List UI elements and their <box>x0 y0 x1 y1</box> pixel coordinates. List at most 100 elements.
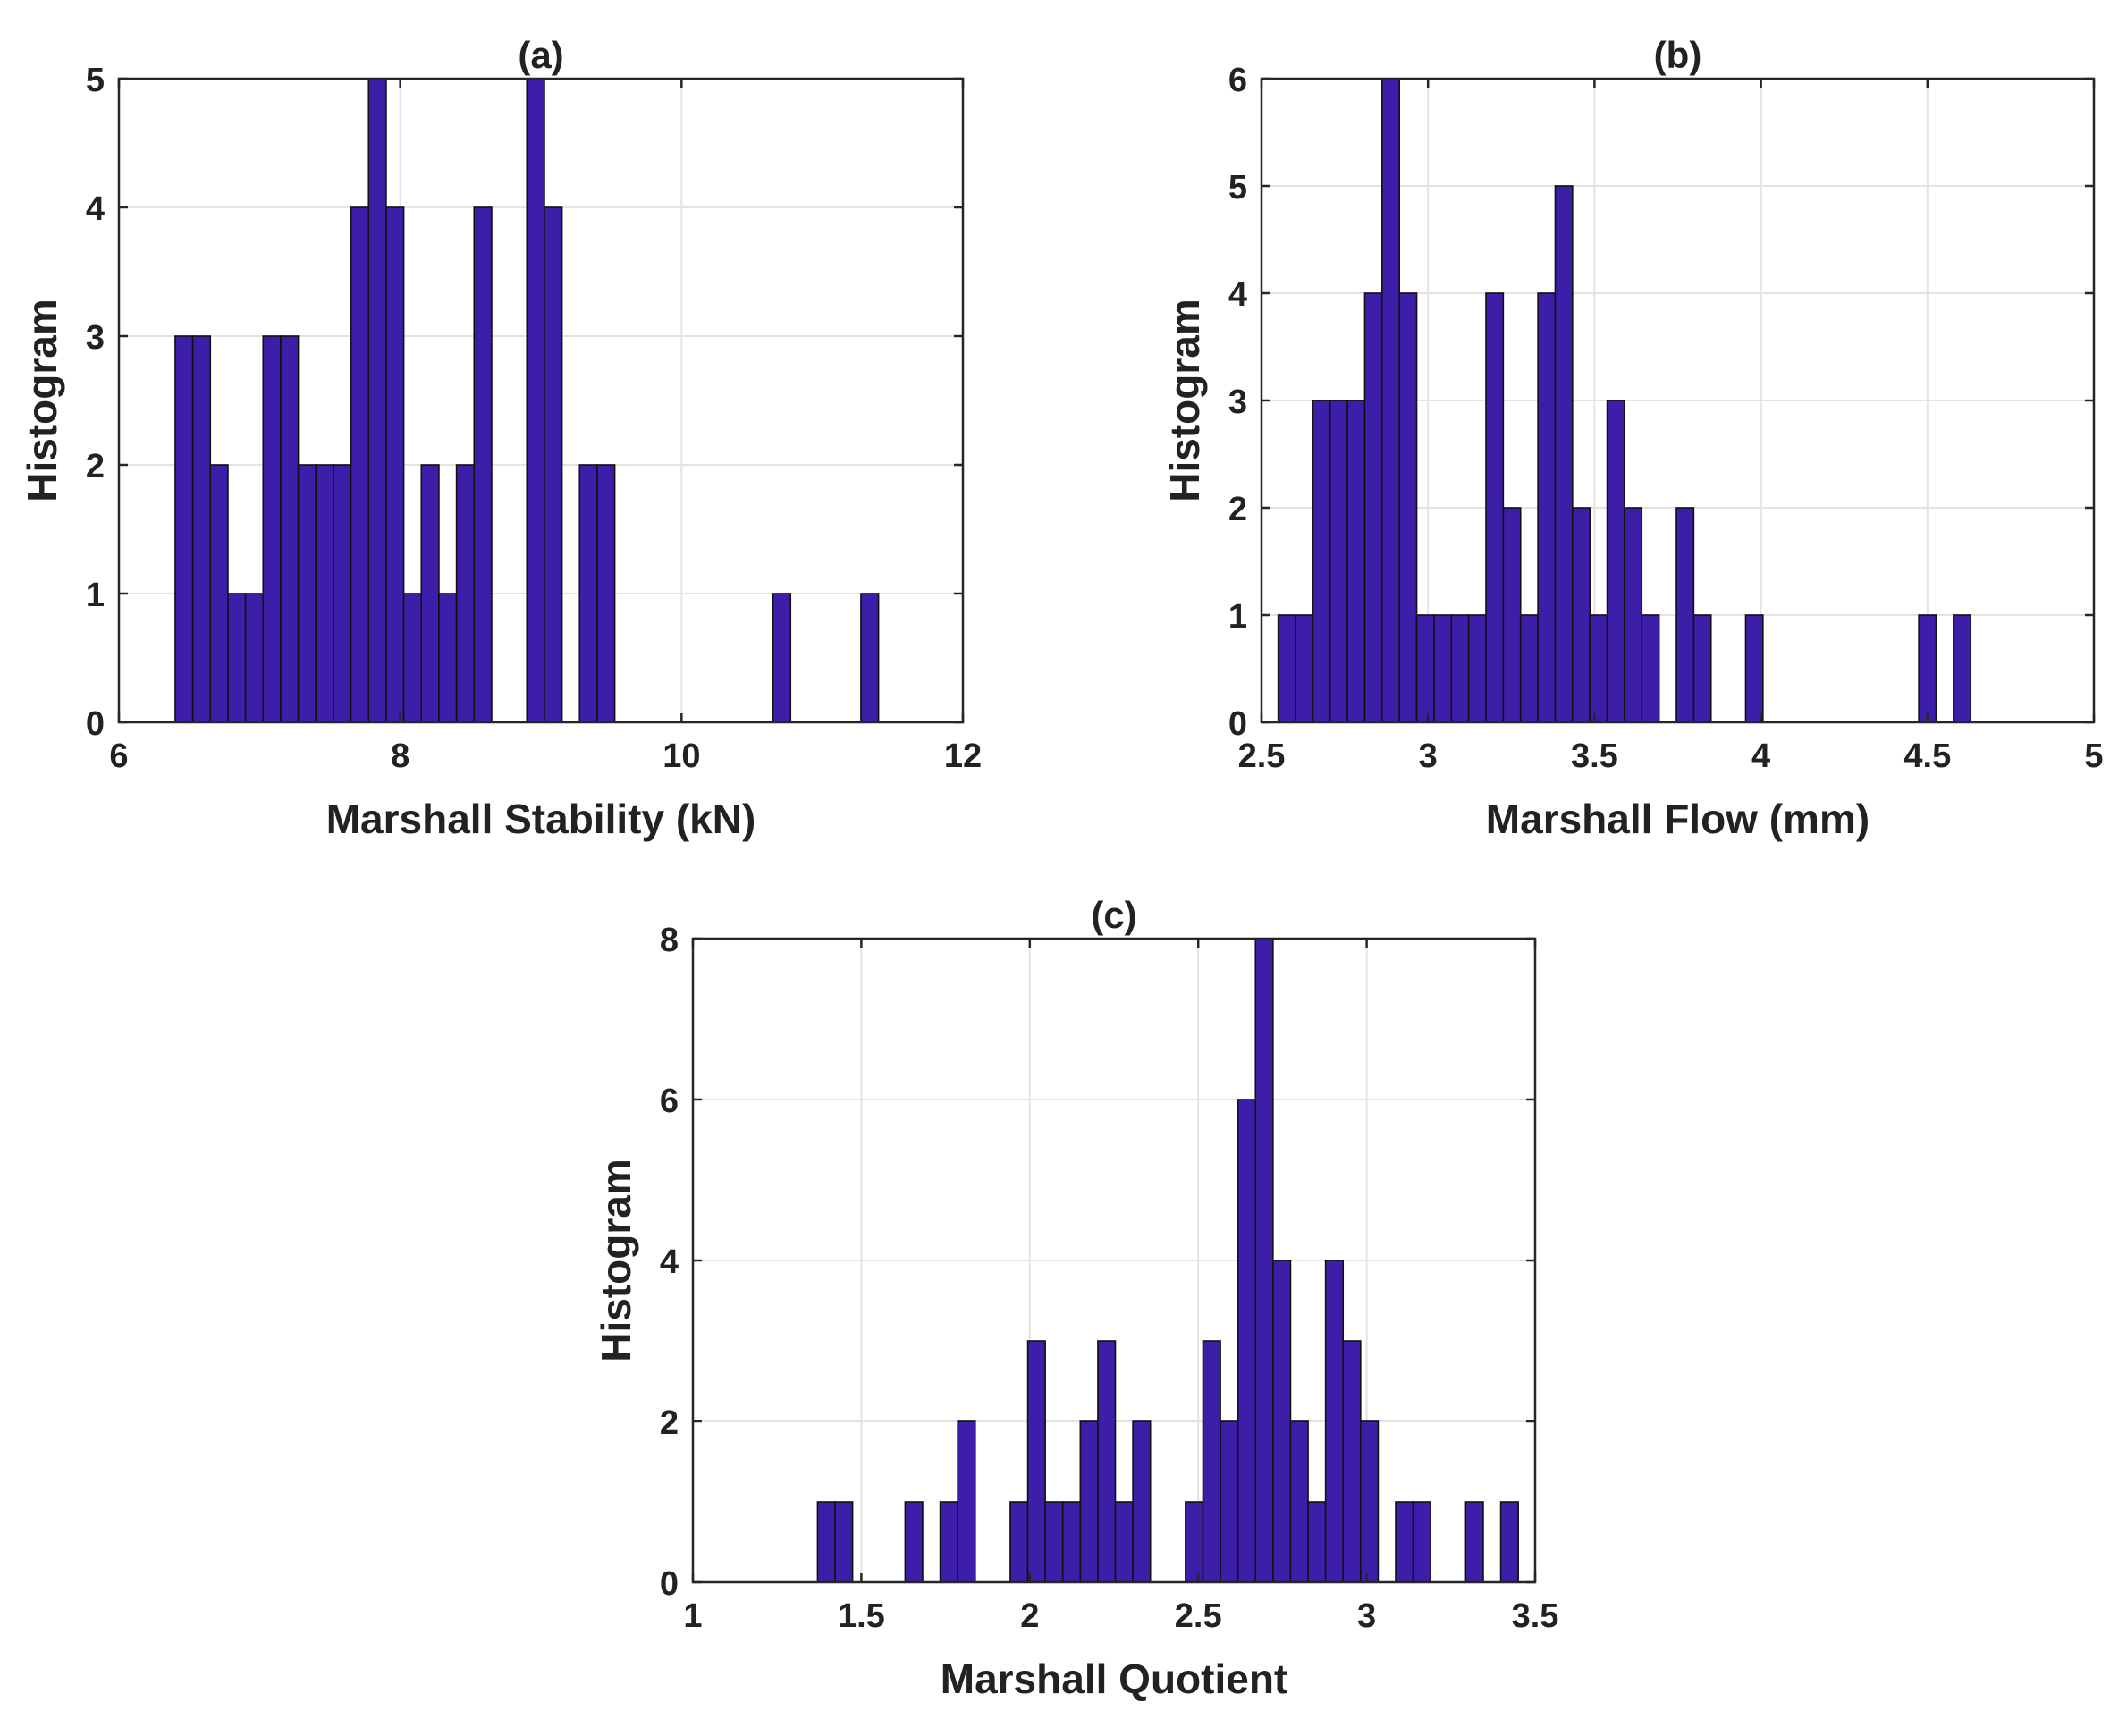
histogram-bar-a <box>227 593 247 723</box>
axes-frame-a <box>117 77 965 724</box>
y-axis-label-b: Histogram <box>1161 299 1208 501</box>
histogram-bar-a <box>174 335 194 723</box>
y-tick-label-a: 3 <box>86 319 105 357</box>
histogram-bar-c <box>1079 1420 1099 1583</box>
histogram-bar-c <box>1061 1501 1082 1583</box>
histogram-bar-c <box>1026 1340 1046 1583</box>
histogram-bar-c <box>816 1501 836 1583</box>
histogram-bar-a <box>402 593 423 723</box>
y-axis-label-a: Histogram <box>19 299 65 501</box>
x-tick-label-a: 10 <box>663 737 700 775</box>
y-tick-label-b: 5 <box>1228 169 1247 206</box>
x-axis-label-b: Marshall Flow (mm) <box>1486 796 1870 842</box>
histogram-bar-a <box>772 593 792 723</box>
histogram-bar-c <box>834 1501 854 1583</box>
histogram-bar-a <box>526 78 545 723</box>
histogram-bar-c <box>1114 1501 1134 1583</box>
histogram-bar-a <box>350 206 370 723</box>
histogram-bar-c <box>1342 1340 1362 1583</box>
histogram-bar-a <box>544 206 563 723</box>
y-tick-label-a: 5 <box>86 62 105 99</box>
y-tick-label-b: 3 <box>1228 383 1247 421</box>
histogram-bar-c <box>904 1501 924 1583</box>
histogram-bar-a <box>244 593 265 723</box>
histogram-bar-c <box>1324 1260 1345 1583</box>
histogram-bar-a <box>191 335 212 723</box>
y-tick-label-c: 2 <box>660 1404 679 1442</box>
y-tick-label-c: 0 <box>660 1565 679 1603</box>
histogram-bar-b <box>1467 614 1487 723</box>
x-tick-label-c: 1.5 <box>838 1597 885 1635</box>
histogram-bar-a <box>578 464 598 723</box>
histogram-bar-c <box>1044 1501 1064 1583</box>
y-tick-label-a: 4 <box>86 190 105 228</box>
histogram-bar-b <box>1329 400 1348 723</box>
chart-title-b: (b) <box>1654 34 1702 76</box>
y-tick-label-b: 1 <box>1228 598 1247 636</box>
histogram-bar-c <box>1360 1420 1380 1583</box>
histogram-bar-c <box>1097 1340 1117 1583</box>
histogram-bar-a <box>209 464 229 723</box>
histogram-bar-c <box>957 1420 976 1583</box>
histogram-bar-b <box>1554 185 1574 723</box>
x-tick-label-c: 3.5 <box>1512 1597 1559 1635</box>
histogram-bar-a <box>280 335 300 723</box>
y-tick-label-a: 2 <box>86 448 105 485</box>
y-tick-label-a: 0 <box>86 705 105 743</box>
histogram-bar-b <box>1519 614 1539 723</box>
x-tick-label-a: 6 <box>109 737 128 775</box>
histogram-bar-a <box>333 464 352 723</box>
y-tick-label-b: 2 <box>1228 491 1247 528</box>
chart-title-c: (c) <box>1091 894 1136 936</box>
histogram-bar-b <box>1398 292 1418 723</box>
histogram-bar-a <box>420 464 440 723</box>
y-tick-label-b: 4 <box>1228 276 1247 314</box>
y-tick-label-a: 1 <box>86 577 105 614</box>
histogram-bar-a <box>860 593 880 723</box>
histogram-bar-a <box>297 464 317 723</box>
histogram-bar-a <box>315 464 334 723</box>
histogram-bar-c <box>1009 1501 1029 1583</box>
histogram-bar-c <box>1185 1501 1204 1583</box>
histogram-bar-c <box>1254 938 1274 1583</box>
x-tick-label-c: 2 <box>1020 1597 1039 1635</box>
histogram-bar-b <box>1363 292 1383 723</box>
x-axis-label-a: Marshall Stability (kN) <box>326 796 756 842</box>
histogram-bar-b <box>1381 78 1400 723</box>
histogram-bar-a <box>473 206 493 723</box>
x-tick-label-c: 3 <box>1357 1597 1376 1635</box>
x-tick-label-b: 3 <box>1419 737 1438 775</box>
histogram-bar-b <box>1312 400 1331 723</box>
y-tick-label-b: 6 <box>1228 62 1247 99</box>
histogram-bar-b <box>1918 614 1937 723</box>
histogram-bar-c <box>1202 1340 1221 1583</box>
histogram-bar-c <box>939 1501 958 1583</box>
histogram-bar-a <box>385 206 405 723</box>
x-tick-label-b: 3.5 <box>1571 737 1618 775</box>
histogram-bar-b <box>1692 614 1712 723</box>
histogram-bar-b <box>1502 507 1522 723</box>
x-tick-label-b: 5 <box>2084 737 2103 775</box>
histogram-bar-b <box>1485 292 1505 723</box>
histogram-bar-c <box>1289 1420 1309 1583</box>
y-tick-label-c: 4 <box>660 1243 679 1281</box>
histogram-bar-b <box>1572 507 1591 723</box>
histogram-bar-c <box>1307 1501 1327 1583</box>
histogram-bar-a <box>455 464 476 723</box>
x-tick-label-c: 1 <box>683 1597 702 1635</box>
x-tick-label-a: 12 <box>944 737 982 775</box>
histogram-bar-b <box>1537 292 1557 723</box>
histogram-bar-b <box>1675 507 1695 723</box>
panel-b: 2.5 3 3.5 4 4.5 5 0 1 2 3 4 5 6 (b) Marshall Flow (mm)… <box>1161 34 2104 842</box>
x-axis-label-c: Marshall Quotient <box>941 1656 1287 1702</box>
histogram-bar-b <box>1606 400 1625 723</box>
histogram-bar-b <box>1744 614 1764 723</box>
histogram-bar-c <box>1412 1501 1431 1583</box>
histogram-bar-b <box>1433 614 1453 723</box>
y-tick-label-c: 8 <box>660 922 679 959</box>
histogram-bar-c <box>1220 1420 1239 1583</box>
x-tick-label-b: 2.5 <box>1238 737 1286 775</box>
panel-c: 1 1.5 2 2.5 3 3.5 0 2 4 6 8 (c) Marshall Quotient His… <box>593 894 1558 1702</box>
